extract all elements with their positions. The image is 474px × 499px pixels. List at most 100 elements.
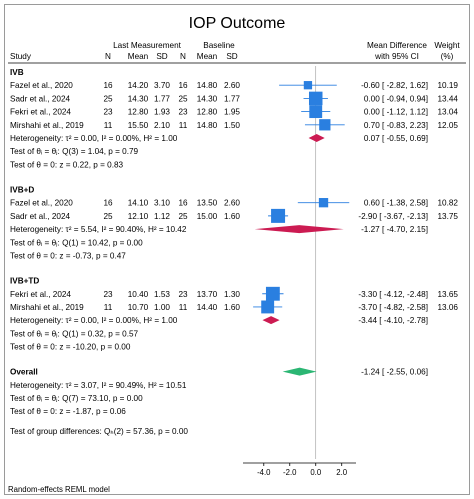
study-n-last: 11 bbox=[104, 303, 113, 312]
study-label: Sadr et al., 2024 bbox=[10, 212, 71, 221]
study-sd-base: 1.60 bbox=[224, 212, 240, 221]
x-axis-tick-label: 2.0 bbox=[336, 468, 348, 477]
study-n-last: 16 bbox=[103, 81, 113, 90]
study-weight-text: 10.19 bbox=[438, 81, 459, 90]
x-axis-tick-label: 0.0 bbox=[310, 468, 322, 477]
study-label: Fekri et al., 2024 bbox=[10, 290, 71, 299]
header-sd-base: SD bbox=[226, 52, 237, 61]
header-last-measurement: Last Measurement bbox=[113, 41, 182, 50]
study-sd-last: 2.10 bbox=[154, 121, 170, 130]
chart-title: IOP Outcome bbox=[189, 15, 286, 32]
study-sd-last: 1.00 bbox=[154, 303, 170, 312]
study-n-last: 25 bbox=[103, 212, 113, 221]
study-label: Mirshahi et al., 2019 bbox=[10, 303, 84, 312]
study-mean-last: 14.20 bbox=[128, 81, 149, 90]
study-weight-text: 13.06 bbox=[438, 303, 459, 312]
study-n-base: 23 bbox=[178, 108, 188, 117]
subgroup-label: IVB+TD bbox=[10, 277, 39, 286]
subgroup-diamond bbox=[262, 316, 280, 325]
study-ci-text: 0.70 [ -0.83, 2.23] bbox=[364, 121, 428, 130]
study-sd-last: 3.10 bbox=[154, 199, 170, 208]
study-ci-text: 0.00 [ -1.12, 1.12] bbox=[364, 108, 428, 117]
study-mean-last: 12.80 bbox=[128, 108, 149, 117]
study-n-last: 11 bbox=[104, 121, 113, 130]
study-mean-base: 14.80 bbox=[197, 81, 218, 90]
study-label: Fekri et al., 2024 bbox=[10, 108, 71, 117]
study-n-base: 16 bbox=[178, 81, 188, 90]
study-mean-last: 10.40 bbox=[128, 290, 149, 299]
study-effect-square bbox=[309, 105, 323, 119]
study-ci-text: 0.60 [ -1.38, 2.58] bbox=[364, 199, 428, 208]
study-n-last: 23 bbox=[103, 290, 113, 299]
subgroup-label: IVB bbox=[10, 68, 24, 77]
study-effect-square bbox=[318, 198, 329, 208]
study-ci-text: -3.30 [ -4.12, -2.48] bbox=[358, 290, 428, 299]
study-sd-base: 1.60 bbox=[224, 303, 240, 312]
subgroup-test-zero: Test of θ = 0: z = -0.73, p = 0.47 bbox=[10, 251, 126, 260]
subgroup-diamond bbox=[254, 225, 344, 234]
study-sd-last: 1.93 bbox=[154, 108, 170, 117]
overall-test-equal: Test of θᵢ = θⱼ: Q(7) = 73.10, p = 0.00 bbox=[10, 394, 143, 403]
study-n-last: 16 bbox=[103, 199, 113, 208]
overall-diamond bbox=[282, 367, 317, 376]
study-label: Sadr et al., 2024 bbox=[10, 94, 71, 103]
header-sd-last: SD bbox=[156, 52, 167, 61]
study-sd-base: 1.77 bbox=[224, 94, 240, 103]
study-weight-text: 13.65 bbox=[438, 290, 459, 299]
study-effect-square bbox=[261, 300, 275, 314]
study-weight-text: 10.82 bbox=[438, 199, 459, 208]
study-weight-text: 13.04 bbox=[438, 108, 459, 117]
study-mean-base: 13.50 bbox=[197, 199, 218, 208]
subgroup-test-equal: Test of θᵢ = θⱼ: Q(1) = 0.32, p = 0.57 bbox=[10, 329, 139, 338]
study-label: Mirshahi et al., 2019 bbox=[10, 121, 84, 130]
study-mean-base: 12.80 bbox=[197, 108, 218, 117]
study-sd-last: 1.77 bbox=[154, 94, 170, 103]
study-mean-last: 14.10 bbox=[128, 199, 149, 208]
x-axis-tick-label: -2.0 bbox=[283, 468, 297, 477]
study-n-base: 25 bbox=[178, 212, 188, 221]
study-n-base: 25 bbox=[178, 94, 188, 103]
subgroup-pooled-ci-text: -1.27 [ -4.70, 2.15] bbox=[361, 225, 428, 234]
subgroup-heterogeneity: Heterogeneity: τ² = 0.00, I² = 0.00%, H²… bbox=[10, 316, 178, 325]
header-mean-last: Mean bbox=[128, 52, 149, 61]
subgroup-pooled-ci-text: 0.07 [ -0.55, 0.69] bbox=[364, 134, 428, 143]
study-n-base: 11 bbox=[179, 303, 188, 312]
study-n-last: 23 bbox=[103, 108, 113, 117]
subgroup-heterogeneity: Heterogeneity: τ² = 0.00, I² = 0.00%, H²… bbox=[10, 134, 178, 143]
header-mean-base: Mean bbox=[197, 52, 218, 61]
subgroup-test-zero: Test of θ = 0: z = 0.22, p = 0.83 bbox=[10, 160, 124, 169]
figure-frame bbox=[4, 4, 470, 495]
subgroup-test-equal: Test of θᵢ = θⱼ: Q(3) = 1.04, p = 0.79 bbox=[10, 147, 139, 156]
header-baseline: Baseline bbox=[203, 41, 235, 50]
model-footnote: Random-effects REML model bbox=[8, 485, 110, 494]
subgroup-label: IVB+D bbox=[10, 185, 34, 194]
x-axis-tick-label: -4.0 bbox=[257, 468, 271, 477]
overall-test-zero: Test of θ = 0: z = -1.87, p = 0.06 bbox=[10, 407, 126, 416]
study-sd-last: 1.53 bbox=[154, 290, 170, 299]
study-weight-text: 13.44 bbox=[438, 94, 459, 103]
study-n-base: 11 bbox=[179, 121, 188, 130]
study-n-base: 23 bbox=[178, 290, 188, 299]
header-mean-difference: Mean Difference bbox=[367, 41, 427, 50]
study-sd-base: 1.50 bbox=[224, 121, 240, 130]
study-effect-square bbox=[303, 81, 313, 90]
subgroup-diamond bbox=[308, 134, 325, 142]
study-mean-base: 14.80 bbox=[197, 121, 218, 130]
study-mean-last: 12.10 bbox=[128, 212, 149, 221]
study-mean-base: 14.30 bbox=[197, 94, 218, 103]
study-mean-base: 15.00 bbox=[197, 212, 218, 221]
study-mean-base: 13.70 bbox=[197, 290, 218, 299]
header-ci: with 95% CI bbox=[374, 52, 419, 61]
subgroup-test-equal: Test of θᵢ = θⱼ: Q(1) = 10.42, p = 0.00 bbox=[10, 238, 143, 247]
study-label: Fazel et al., 2020 bbox=[10, 81, 73, 90]
study-effect-square bbox=[271, 208, 286, 223]
overall-ci-text: -1.24 [ -2.55, 0.06] bbox=[361, 368, 428, 377]
study-sd-last: 3.70 bbox=[154, 81, 170, 90]
subgroup-pooled-ci-text: -3.44 [ -4.10, -2.78] bbox=[358, 316, 428, 325]
header-n-last: N bbox=[105, 52, 111, 61]
header-n-base: N bbox=[180, 52, 186, 61]
study-weight-text: 12.05 bbox=[438, 121, 459, 130]
study-n-base: 16 bbox=[178, 199, 188, 208]
study-sd-last: 1.12 bbox=[154, 212, 170, 221]
header-weight: Weight bbox=[434, 41, 460, 50]
